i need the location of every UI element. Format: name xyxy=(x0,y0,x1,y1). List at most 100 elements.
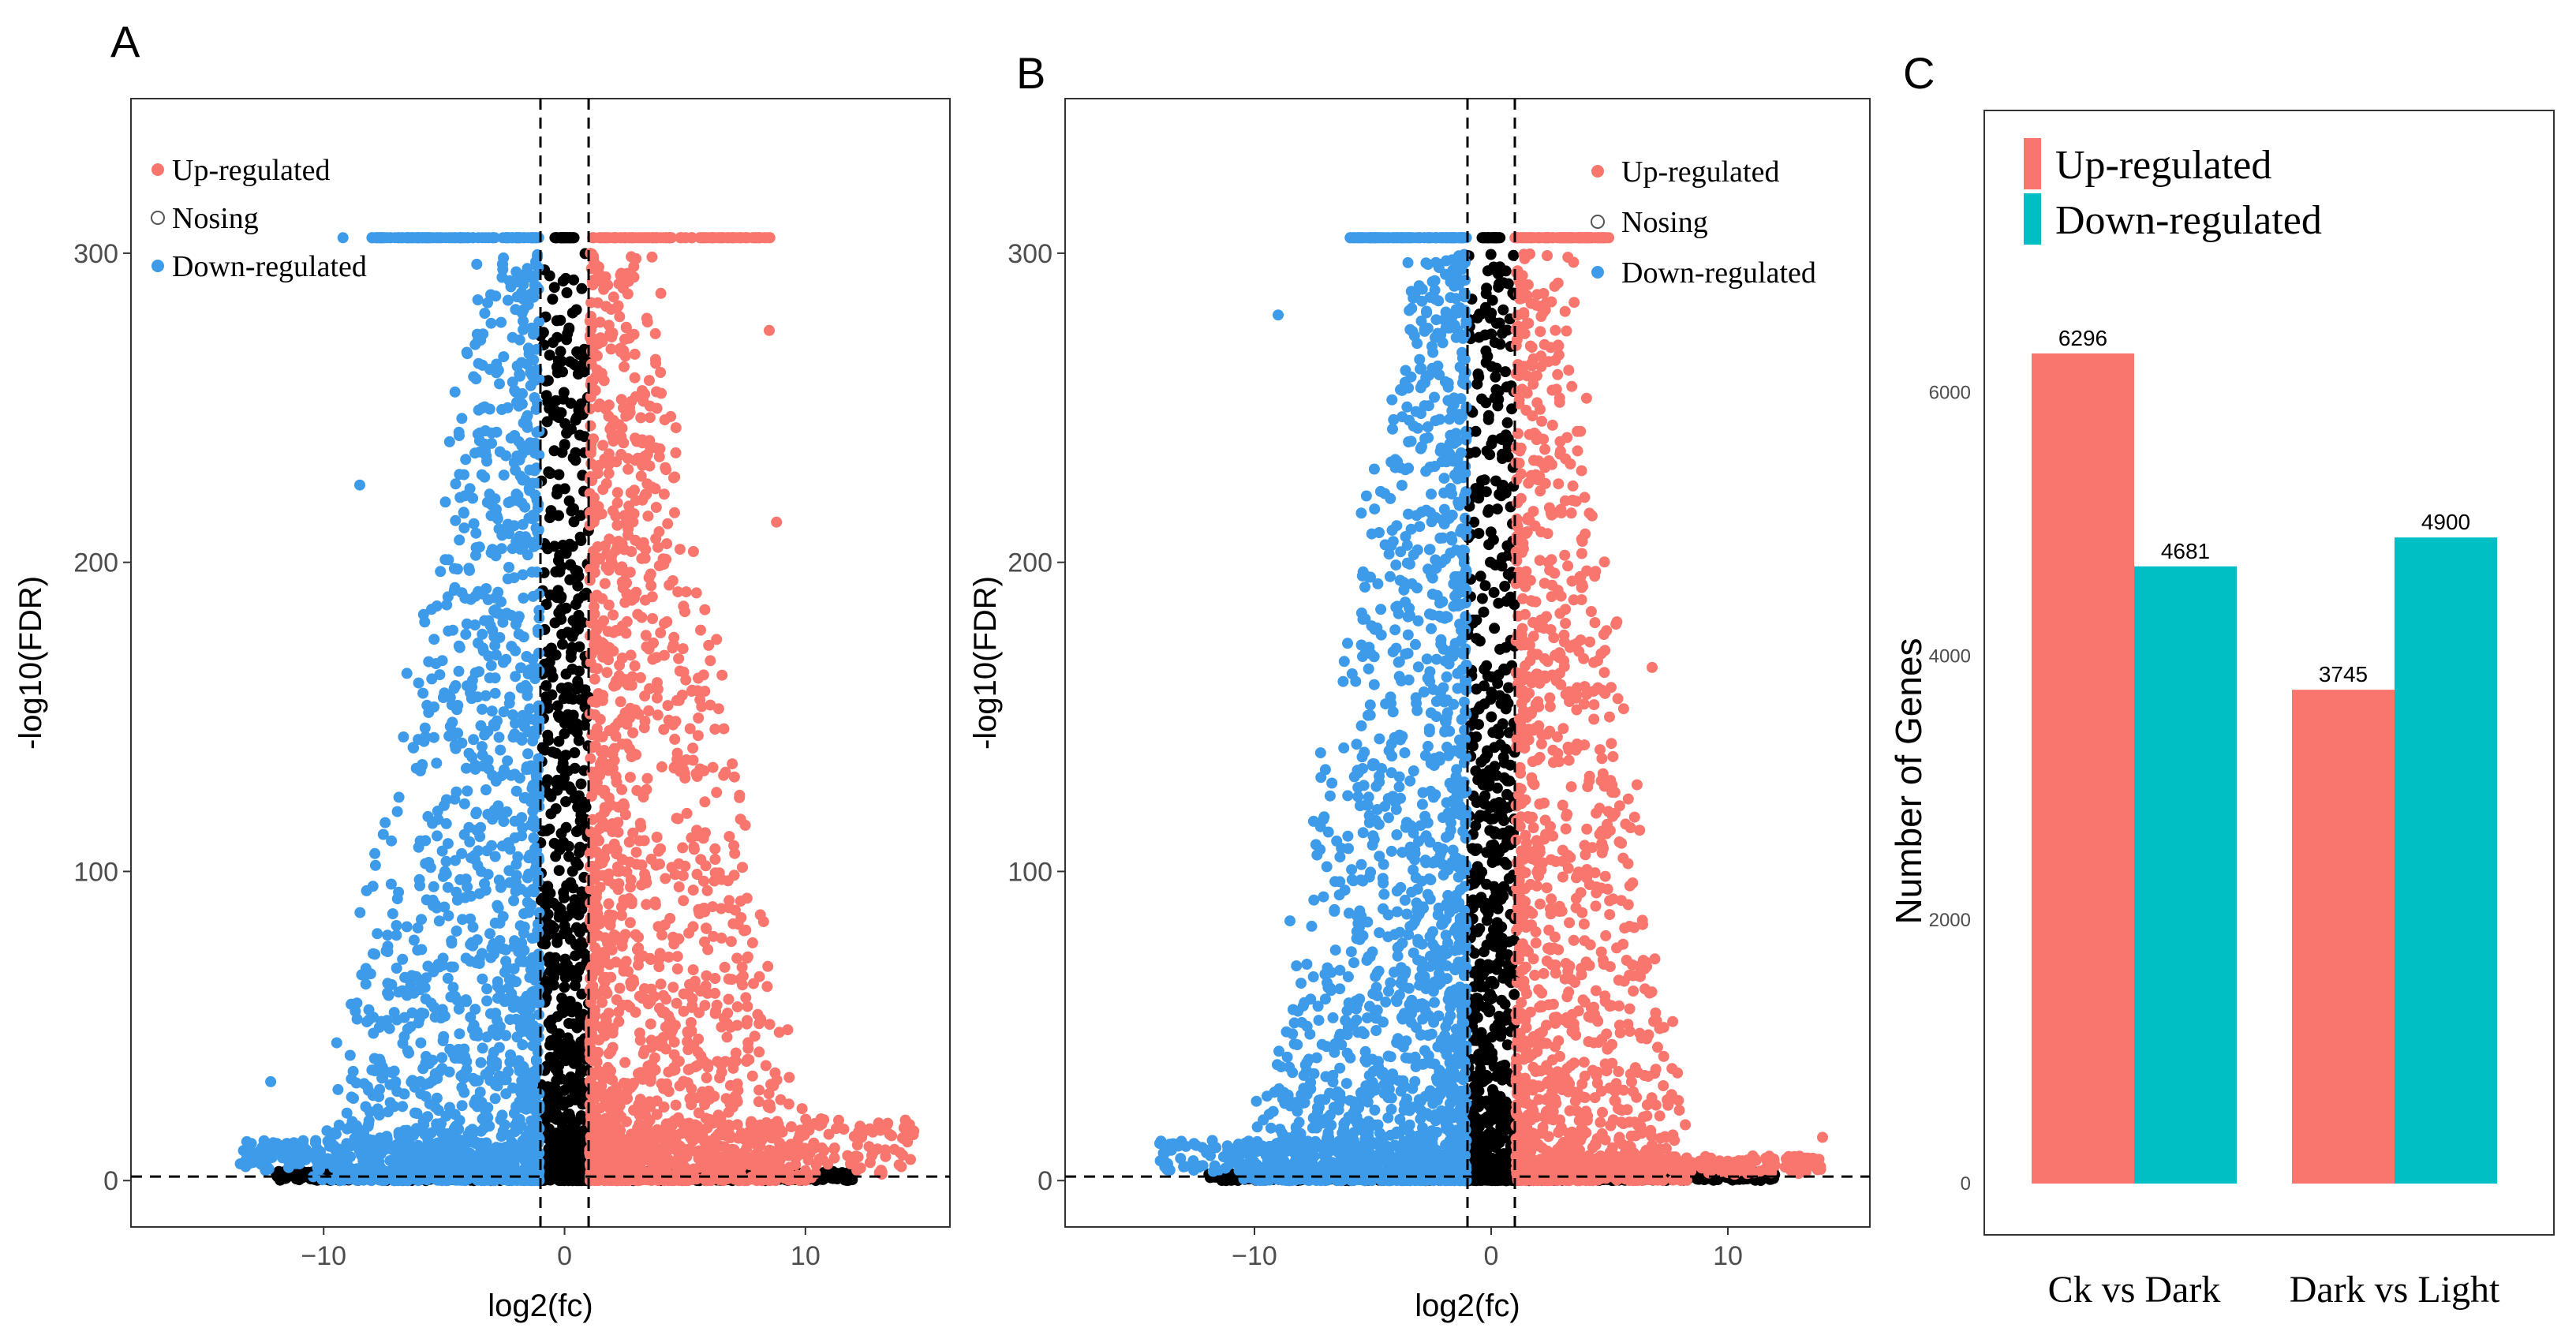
point-down-regulated xyxy=(505,496,517,507)
point-down-regulated xyxy=(470,373,482,385)
point-up-regulated xyxy=(634,952,645,964)
point-up-regulated xyxy=(603,599,615,611)
point-up-regulated xyxy=(661,1078,672,1090)
point-nosing xyxy=(551,361,563,373)
point-down-regulated xyxy=(503,1066,514,1077)
point-up-regulated xyxy=(667,472,679,484)
point-up-regulated xyxy=(669,733,681,745)
point-down-regulated xyxy=(448,563,460,574)
point-up-regulated xyxy=(603,410,615,422)
point-up-regulated xyxy=(622,1093,634,1105)
point-up-regulated xyxy=(597,638,609,649)
point-up-regulated xyxy=(672,586,684,598)
point-down-regulated xyxy=(476,469,488,481)
point-up-regulated xyxy=(707,761,719,773)
point-up-regulated xyxy=(634,1027,645,1039)
point-down-regulated xyxy=(456,737,468,749)
point-up-regulated xyxy=(687,964,699,976)
point-up-regulated xyxy=(723,895,735,907)
point-down-regulated xyxy=(440,817,452,829)
point-down-regulated xyxy=(522,299,534,311)
point-down-regulated xyxy=(481,496,493,508)
point-nosing xyxy=(551,1075,563,1087)
point-up-regulated xyxy=(630,495,641,507)
point-down-regulated xyxy=(533,851,544,863)
point-down-regulated xyxy=(418,1127,430,1139)
point-down-regulated xyxy=(360,978,372,990)
point-down-regulated xyxy=(293,1138,305,1150)
point-down-regulated xyxy=(406,1007,418,1019)
point-up-regulated xyxy=(599,578,611,589)
point-down-regulated xyxy=(460,994,472,1006)
point-down-regulated xyxy=(460,454,472,466)
point-down-regulated xyxy=(477,703,488,715)
point-up-regulated xyxy=(645,1018,656,1030)
point-up-regulated xyxy=(671,747,683,759)
point-nosing xyxy=(553,607,565,619)
point-up-regulated xyxy=(651,832,663,843)
point-up-regulated xyxy=(584,630,596,641)
point-down-regulated xyxy=(522,1083,533,1095)
point-nosing xyxy=(547,337,559,348)
point-up-regulated xyxy=(619,674,631,686)
point-down-regulated xyxy=(495,881,507,892)
point-up-regulated xyxy=(589,1010,601,1022)
point-up-regulated xyxy=(600,1012,611,1023)
point-up-regulated xyxy=(611,843,623,855)
point-nosing xyxy=(550,1087,562,1098)
point-nosing xyxy=(556,629,568,640)
point-down-regulated xyxy=(342,1160,354,1172)
point-up-regulated xyxy=(701,885,713,896)
point-down-regulated xyxy=(448,683,460,694)
point-down-regulated xyxy=(500,1088,512,1100)
point-nosing xyxy=(578,366,590,378)
point-up-regulated xyxy=(650,502,662,513)
point-down-regulated xyxy=(420,993,432,1004)
point-down-regulated xyxy=(523,905,535,917)
point-down-regulated xyxy=(503,698,515,709)
point-up-regulated xyxy=(716,903,727,914)
point-up-regulated xyxy=(592,663,603,675)
point-up-regulated xyxy=(589,673,600,685)
point-up-regulated xyxy=(671,951,683,963)
point-down-regulated xyxy=(385,878,397,890)
point-down-regulated xyxy=(525,1028,537,1040)
point-up-regulated xyxy=(592,541,604,552)
point-down-regulated xyxy=(433,915,445,927)
point-nosing xyxy=(551,774,563,786)
point-nosing xyxy=(550,803,562,814)
point-up-regulated xyxy=(619,361,630,372)
point-up-regulated xyxy=(664,1029,676,1041)
point-down-regulated xyxy=(432,830,443,842)
point-up-regulated xyxy=(734,789,746,801)
point-down-regulated xyxy=(494,378,505,390)
point-up-regulated xyxy=(652,683,664,695)
point-up-regulated xyxy=(716,669,728,681)
point-up-regulated xyxy=(615,696,626,708)
point-down-regulated xyxy=(467,1072,479,1084)
point-up-regulated xyxy=(730,1055,742,1067)
point-up-regulated xyxy=(624,917,636,929)
point-up-regulated xyxy=(600,985,611,997)
point-nosing xyxy=(569,762,581,774)
point-nosing xyxy=(555,407,567,419)
point-down-regulated xyxy=(377,1072,389,1083)
point-down-regulated xyxy=(533,524,544,536)
point-up-regulated xyxy=(620,321,632,333)
point-down-regulated xyxy=(410,971,422,982)
point-down-regulated xyxy=(501,608,513,619)
point-down-regulated xyxy=(372,1103,383,1115)
point-nosing xyxy=(563,690,574,701)
point-down-regulated xyxy=(515,662,527,674)
point-up-regulated xyxy=(619,544,630,555)
point-down-regulated xyxy=(274,1144,286,1156)
point-nosing xyxy=(549,1038,561,1049)
point-nosing xyxy=(545,791,557,802)
point-down-regulated xyxy=(391,1140,402,1152)
point-up-regulated xyxy=(584,574,596,585)
point-nosing xyxy=(548,1140,560,1152)
point-up-regulated xyxy=(686,1001,697,1013)
point-up-regulated xyxy=(701,1072,712,1083)
point-down-regulated xyxy=(468,734,480,746)
point-nosing xyxy=(543,928,555,940)
